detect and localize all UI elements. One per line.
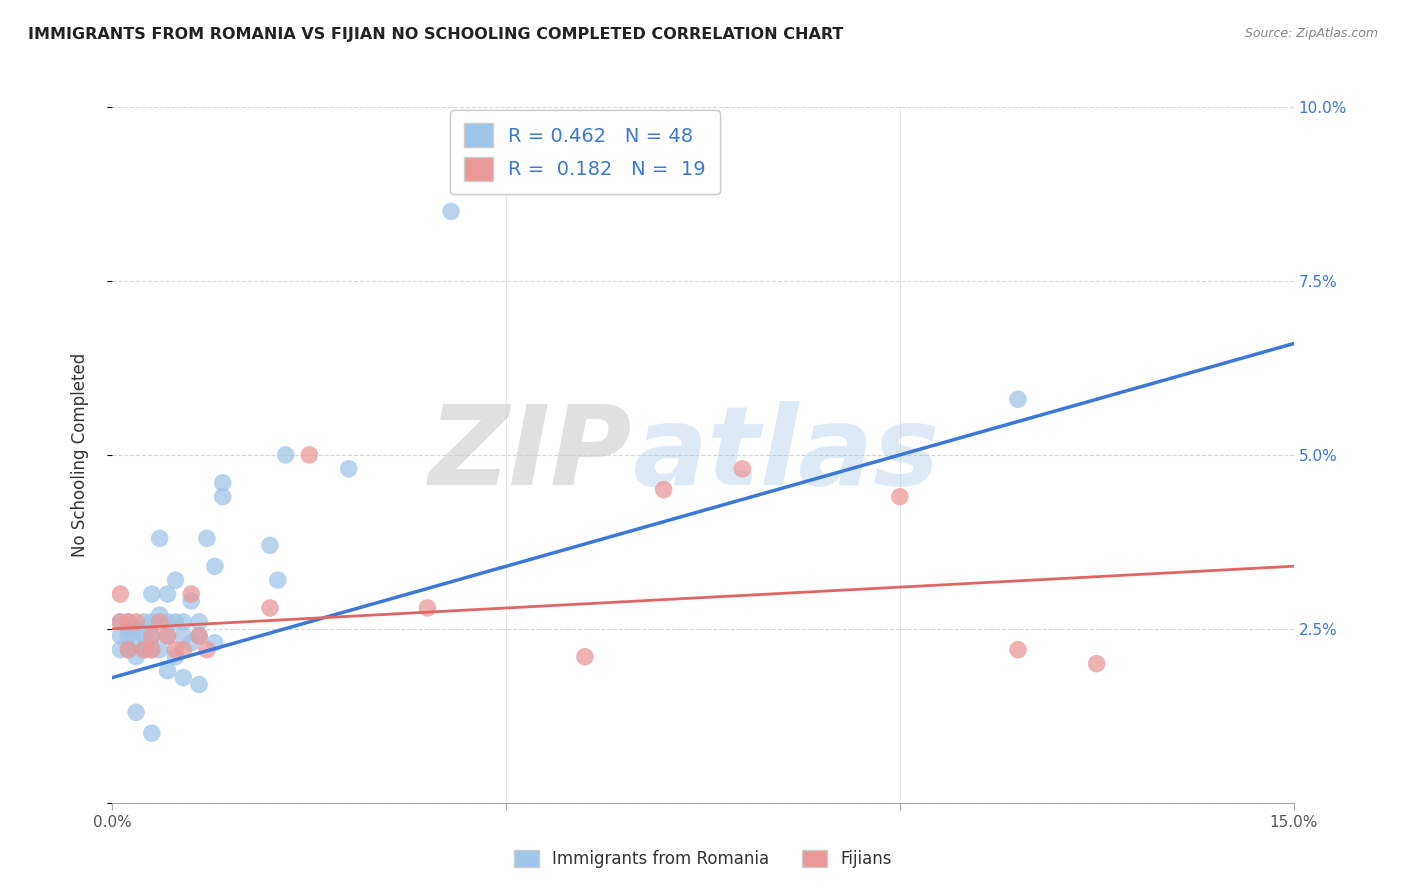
Point <box>1085 657 1108 671</box>
Point <box>259 538 281 552</box>
Point <box>132 642 155 657</box>
Text: IMMIGRANTS FROM ROMANIA VS FIJIAN NO SCHOOLING COMPLETED CORRELATION CHART: IMMIGRANTS FROM ROMANIA VS FIJIAN NO SCH… <box>28 27 844 42</box>
Point <box>141 587 163 601</box>
Point <box>141 726 163 740</box>
Point <box>141 629 163 643</box>
Point <box>149 532 172 546</box>
Point <box>156 629 179 643</box>
Point <box>188 629 211 643</box>
Point <box>1007 392 1029 407</box>
Point <box>440 204 463 219</box>
Point <box>172 629 194 643</box>
Point <box>132 615 155 629</box>
Point <box>652 483 675 497</box>
Point <box>180 594 202 608</box>
Point <box>180 587 202 601</box>
Point <box>117 642 139 657</box>
Text: ZIP: ZIP <box>429 401 633 508</box>
Point <box>110 642 132 657</box>
Point <box>172 615 194 629</box>
Point <box>125 622 148 636</box>
Point <box>156 629 179 643</box>
Point <box>110 629 132 643</box>
Point <box>149 642 172 657</box>
Point <box>204 636 226 650</box>
Point <box>117 615 139 629</box>
Point <box>195 532 218 546</box>
Point <box>416 601 439 615</box>
Point <box>141 642 163 657</box>
Point <box>117 642 139 657</box>
Point <box>337 462 360 476</box>
Point <box>110 615 132 629</box>
Point <box>298 448 321 462</box>
Point <box>1007 642 1029 657</box>
Point <box>172 671 194 685</box>
Point <box>172 642 194 657</box>
Point <box>117 629 139 643</box>
Point <box>156 615 179 629</box>
Y-axis label: No Schooling Completed: No Schooling Completed <box>70 353 89 557</box>
Text: Source: ZipAtlas.com: Source: ZipAtlas.com <box>1244 27 1378 40</box>
Point <box>110 587 132 601</box>
Point <box>132 629 155 643</box>
Point <box>267 573 290 587</box>
Point <box>188 615 211 629</box>
Point <box>195 642 218 657</box>
Point <box>731 462 754 476</box>
Point <box>274 448 297 462</box>
Legend: Immigrants from Romania, Fijians: Immigrants from Romania, Fijians <box>508 843 898 875</box>
Point <box>110 615 132 629</box>
Point <box>165 615 187 629</box>
Point <box>165 642 187 657</box>
Point <box>125 649 148 664</box>
Point <box>117 622 139 636</box>
Point <box>125 615 148 629</box>
Point <box>125 706 148 720</box>
Point <box>156 587 179 601</box>
Point <box>204 559 226 574</box>
Point <box>141 615 163 629</box>
Point <box>211 490 233 504</box>
Point <box>149 615 172 629</box>
Point <box>117 615 139 629</box>
Point <box>125 636 148 650</box>
Point <box>149 607 172 622</box>
Point <box>180 636 202 650</box>
Point <box>211 475 233 490</box>
Point <box>141 629 163 643</box>
Point <box>165 573 187 587</box>
Point <box>188 677 211 691</box>
Point <box>165 649 187 664</box>
Point <box>188 629 211 643</box>
Point <box>889 490 911 504</box>
Point <box>156 664 179 678</box>
Legend: R = 0.462   N = 48, R =  0.182   N =  19: R = 0.462 N = 48, R = 0.182 N = 19 <box>450 110 720 194</box>
Point <box>141 642 163 657</box>
Point <box>132 642 155 657</box>
Point <box>259 601 281 615</box>
Text: atlas: atlas <box>633 401 939 508</box>
Point <box>574 649 596 664</box>
